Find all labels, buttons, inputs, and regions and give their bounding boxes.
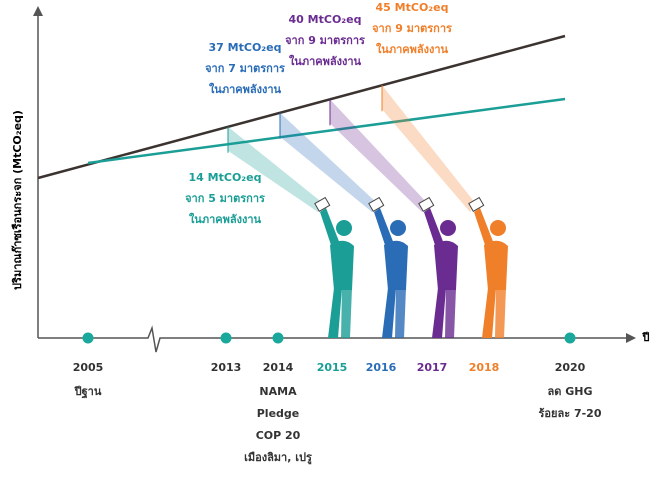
figure-body bbox=[330, 241, 354, 290]
timeline-dot bbox=[221, 333, 232, 344]
figure-leg bbox=[445, 288, 456, 338]
light-beam bbox=[280, 113, 378, 212]
timeline-dot bbox=[565, 333, 576, 344]
annotation-line: จาก 7 มาตรการ bbox=[205, 62, 285, 75]
year-note: ปีฐาน bbox=[74, 385, 102, 399]
annotation-line: ในภาคพลังงาน bbox=[209, 82, 282, 96]
x-axis-label: ปี bbox=[641, 331, 649, 344]
figure-leg bbox=[341, 288, 352, 338]
figure-body bbox=[384, 241, 408, 290]
annotation-line: ในภาคพลังงาน bbox=[189, 212, 262, 226]
year-note: ลด GHG bbox=[548, 385, 593, 398]
annotation-line: จาก 9 มาตรการ bbox=[372, 22, 452, 35]
figure-body bbox=[484, 241, 508, 290]
x-arrow bbox=[626, 333, 636, 343]
year-label: 2018 bbox=[469, 361, 500, 374]
figure-head bbox=[390, 220, 406, 236]
year-label: 2013 bbox=[211, 361, 242, 374]
year-label: 2015 bbox=[317, 361, 348, 374]
year-label: 2005 bbox=[73, 361, 104, 374]
year-note: NAMA bbox=[259, 385, 297, 398]
timeline-dot bbox=[83, 333, 94, 344]
figure-leg bbox=[482, 288, 496, 338]
target-line bbox=[88, 99, 565, 163]
figure-leg bbox=[432, 288, 446, 338]
year-label: 2017 bbox=[417, 361, 448, 374]
figure-head bbox=[440, 220, 456, 236]
annotation-line: ในภาคพลังงาน bbox=[289, 54, 362, 68]
timeline-dot bbox=[273, 333, 284, 344]
annotation-line: 45 MtCO₂eq bbox=[376, 1, 449, 14]
annotation-line: จาก 9 มาตรการ bbox=[285, 34, 365, 47]
diagram: ปริมาณก๊าซเรือนกระจก (MtCO₂eq) ปี 2005 ปี… bbox=[0, 0, 660, 483]
light-beam bbox=[382, 85, 476, 212]
y-arrow bbox=[33, 6, 43, 16]
annotation-line: จาก 5 มาตรการ bbox=[185, 192, 265, 205]
figure-leg bbox=[395, 288, 406, 338]
y-axis-label: ปริมาณก๊าซเรือนกระจก (MtCO₂eq) bbox=[11, 110, 24, 290]
light-beam bbox=[330, 99, 428, 212]
year-label: 2020 bbox=[555, 361, 586, 374]
year-note: ร้อยละ 7-20 bbox=[539, 407, 602, 420]
figure-leg bbox=[382, 288, 396, 338]
figure-body bbox=[434, 241, 458, 290]
year-note: Pledge bbox=[257, 407, 300, 420]
figure-head bbox=[336, 220, 352, 236]
annotation-line: 14 MtCO₂eq bbox=[189, 171, 262, 184]
figure-head bbox=[490, 220, 506, 236]
annotation-line: 40 MtCO₂eq bbox=[289, 13, 362, 26]
figure-leg bbox=[495, 288, 506, 338]
year-label: 2014 bbox=[263, 361, 294, 374]
annotation-line: 37 MtCO₂eq bbox=[209, 41, 282, 54]
figure-leg bbox=[328, 288, 342, 338]
year-note: COP 20 bbox=[256, 429, 301, 442]
year-label: 2016 bbox=[366, 361, 397, 374]
year-note: เมืองลิมา, เปรู bbox=[244, 451, 312, 465]
annotation-line: ในภาคพลังงาน bbox=[376, 42, 449, 56]
